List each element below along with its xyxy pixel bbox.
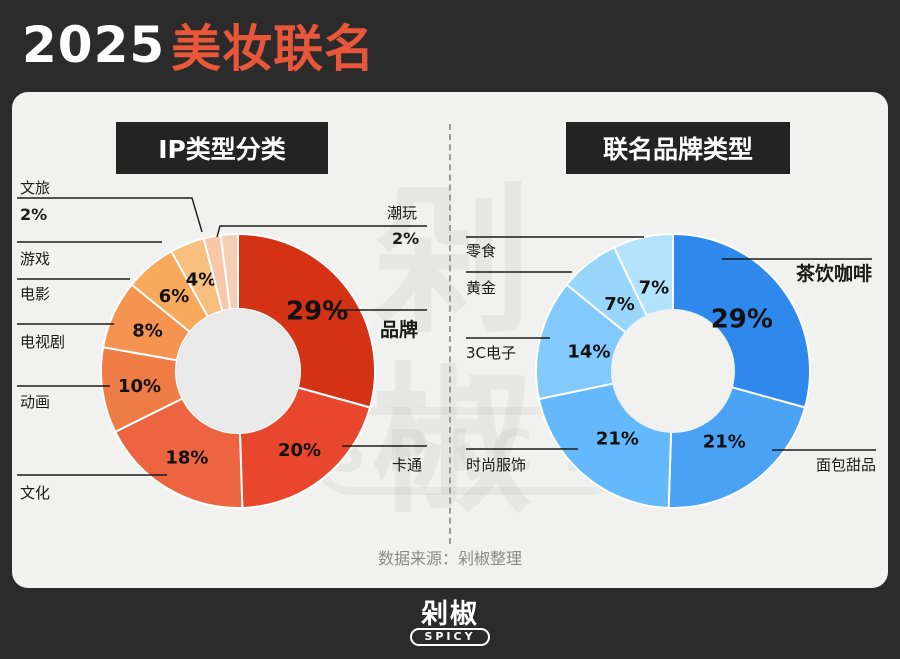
panel-divider bbox=[449, 124, 451, 544]
slice-percent-label: 8% bbox=[132, 321, 163, 342]
chart-card: 剁椒 SPICY IP类型分类 联名品牌类型 29%20%18%10%8%6%4… bbox=[12, 92, 888, 588]
category-label: 茶饮咖啡 bbox=[796, 262, 872, 285]
category-label: 动画 bbox=[20, 393, 50, 411]
category-label: 品牌 bbox=[380, 318, 418, 341]
category-label: 电视剧 bbox=[20, 333, 65, 351]
category-label: 卡通 bbox=[392, 456, 422, 474]
data-source: 数据来源：剁椒整理 bbox=[377, 549, 522, 568]
donut-hole bbox=[176, 309, 300, 433]
category-label: 游戏 bbox=[20, 250, 50, 268]
watermark: 剁椒 bbox=[292, 172, 622, 532]
category-label: 黄金 bbox=[466, 279, 496, 297]
slice-percent-label: 20% bbox=[278, 440, 321, 461]
category-label: 潮玩 bbox=[387, 204, 417, 222]
left-panel-title: IP类型分类 bbox=[116, 122, 328, 174]
slice-percent-label: 21% bbox=[703, 432, 746, 453]
category-label: 电影 bbox=[20, 285, 50, 303]
slice-percent-label: 4% bbox=[186, 270, 217, 291]
slice-percent-label: 29% bbox=[711, 305, 773, 335]
slice-percent-label: 29% bbox=[286, 297, 348, 327]
logo-sub: SPICY bbox=[410, 628, 490, 646]
logo-text: 剁椒 bbox=[421, 599, 479, 630]
slice-percent-label: 21% bbox=[596, 428, 639, 449]
slice-percent-label: 14% bbox=[567, 342, 610, 363]
category-label: 面包甜品 bbox=[816, 456, 876, 474]
page-title: 2025 美妆联名 bbox=[22, 10, 375, 80]
title-year: 2025 bbox=[22, 16, 166, 74]
slice-percent-label: 2% bbox=[20, 205, 47, 224]
category-label: 文化 bbox=[20, 484, 50, 502]
slice-percent-label: 6% bbox=[159, 286, 190, 307]
category-label: 文旅 bbox=[20, 179, 50, 197]
title-main: 美妆联名 bbox=[171, 20, 376, 78]
slice-percent-label: 18% bbox=[165, 447, 208, 468]
slice-percent-label: 2% bbox=[392, 229, 419, 248]
callout-line bbox=[17, 197, 203, 233]
category-label: 时尚服饰 bbox=[466, 456, 526, 474]
callout-line bbox=[216, 225, 427, 238]
category-label: 零食 bbox=[466, 242, 496, 260]
right-panel-title: 联名品牌类型 bbox=[566, 122, 790, 174]
slice-percent-label: 7% bbox=[639, 278, 670, 299]
spicy-logo: 剁椒 SPICY bbox=[398, 592, 502, 652]
donut-hole bbox=[611, 309, 735, 433]
category-label: 3C电子 bbox=[466, 344, 516, 362]
slice-percent-label: 7% bbox=[604, 294, 635, 315]
slice-percent-label: 10% bbox=[118, 376, 161, 397]
